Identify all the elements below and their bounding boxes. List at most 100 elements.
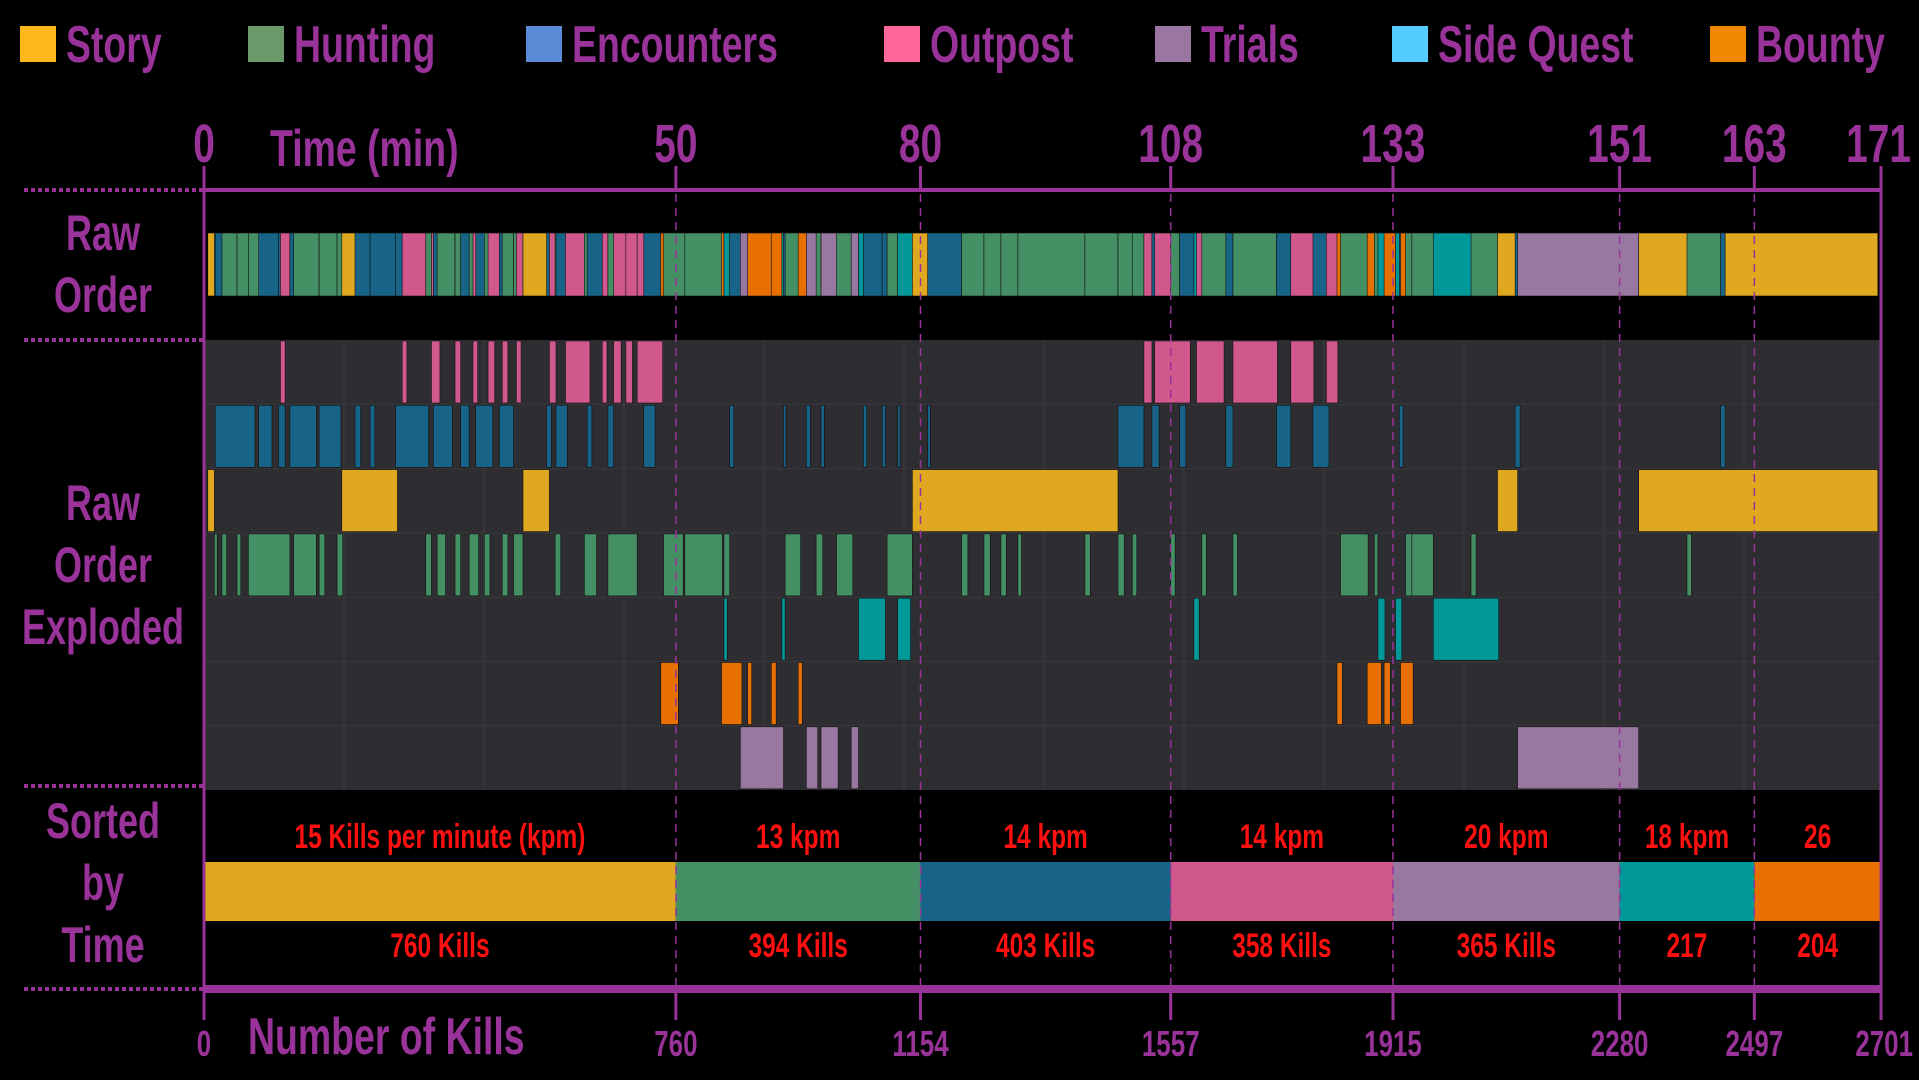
kills-label: 394 Kills (749, 927, 848, 965)
exploded-segment-hunting (983, 533, 991, 597)
exploded-segment-encounters (475, 404, 494, 468)
exploded-segment-outpost (1143, 340, 1153, 404)
raw-segment-hunting (1340, 232, 1369, 297)
exploded-segment-hunting (1000, 533, 1007, 597)
exploded-segment-outpost (601, 340, 608, 404)
sorted-bar-outpost (1170, 862, 1393, 921)
raw-segment-story (207, 232, 215, 297)
raw-segment-bounty (770, 232, 783, 297)
raw-segment-encounters (369, 232, 396, 297)
raw-segment-trials (820, 232, 839, 297)
row-label-exploded: Order (54, 538, 152, 593)
exploded-segment-bounty (747, 662, 753, 725)
raw-segment-encounters (927, 232, 962, 297)
exploded-segment-encounters (369, 404, 376, 468)
exploded-segment-hunting (1117, 533, 1125, 597)
kills-label: 760 Kills (390, 927, 489, 965)
legend-label: Story (66, 15, 162, 74)
top-tick-label: 151 (1587, 113, 1652, 174)
legend-label: Outpost (930, 15, 1073, 74)
exploded-segment-encounters (395, 404, 429, 468)
exploded-segment-side-quest (1395, 597, 1403, 661)
raw-segment-outpost (401, 232, 427, 297)
exploded-segment-outpost (401, 340, 408, 404)
exploded-segment-encounters (1312, 404, 1330, 468)
exploded-segment-hunting (607, 533, 638, 597)
exploded-segment-hunting (1084, 533, 1091, 597)
kpm-label: 15 Kills per minute (kpm) (294, 818, 585, 856)
raw-segment-encounters (460, 232, 470, 297)
raw-segment-outpost (625, 232, 638, 297)
exploded-segment-trials (739, 726, 784, 790)
exploded-segment-encounters (1117, 404, 1145, 468)
exploded-segment-hunting (684, 533, 723, 597)
exploded-segment-encounters (555, 404, 568, 468)
raw-segment-bounty (1383, 232, 1396, 297)
exploded-segment-encounters (258, 404, 273, 468)
exploded-segment-encounters (289, 404, 317, 468)
exploded-segment-side-quest (858, 597, 886, 661)
raw-segment-hunting (1686, 232, 1721, 297)
exploded-segment-hunting (454, 533, 461, 597)
exploded-segment-hunting (961, 533, 969, 597)
raw-segment-hunting (1374, 232, 1379, 297)
exploded-segment-encounters (546, 404, 552, 468)
legend-swatch-5 (1392, 26, 1428, 62)
legend-swatch-1 (248, 26, 284, 62)
exploded-segment-hunting (1232, 533, 1238, 597)
exploded-segment-encounters (278, 404, 286, 468)
raw-segment-hunting (983, 232, 1002, 297)
exploded-segment-hunting (1405, 533, 1413, 597)
raw-segment-encounters (1179, 232, 1195, 297)
exploded-segment-encounters (729, 404, 735, 468)
exploded-segment-hunting (501, 533, 509, 597)
sorted-bar-bounty (1754, 862, 1881, 921)
raw-segment-story (1497, 232, 1518, 297)
bottom-tick-label: 2701 (1855, 1024, 1913, 1064)
top-tick-label: 80 (899, 113, 942, 174)
exploded-segment-hunting (723, 533, 730, 597)
exploded-segment-story (1497, 469, 1518, 532)
raw-segment-outpost (516, 232, 524, 297)
raw-segment-encounters (258, 232, 279, 297)
exploded-segment-encounters (499, 404, 514, 468)
raw-segment-hunting (1470, 232, 1498, 297)
exploded-segment-trials (806, 726, 819, 790)
exploded-segment-hunting (1017, 533, 1022, 597)
exploded-segment-encounters (1398, 404, 1404, 468)
exploded-segment-encounters (215, 404, 256, 468)
exploded-segment-bounty (1366, 662, 1382, 725)
raw-segment-hunting (501, 232, 514, 297)
exploded-segment-hunting (293, 533, 317, 597)
exploded-segment-outpost (1290, 340, 1315, 404)
raw-segment-hunting (836, 232, 854, 297)
exploded-segment-hunting (248, 533, 291, 597)
exploded-segment-story (1638, 469, 1879, 532)
legend-swatch-4 (1155, 26, 1191, 62)
row-label-raw-order: Raw (66, 206, 140, 261)
raw-segment-outpost (1290, 232, 1315, 297)
raw-segment-outpost (487, 232, 500, 297)
exploded-segment-encounters (318, 404, 342, 468)
exploded-segment-outpost (1326, 340, 1339, 404)
exploded-segment-encounters (460, 404, 470, 468)
kpm-label: 26 (1804, 818, 1831, 856)
raw-segment-outpost (1143, 232, 1153, 297)
exploded-segment-hunting (221, 533, 227, 597)
raw-segment-hunting (663, 232, 686, 297)
exploded-segment-hunting (1201, 533, 1207, 597)
bottom-tick-label: 2280 (1591, 1024, 1649, 1064)
raw-segment-hunting (1017, 232, 1086, 297)
raw-segment-trials (1517, 232, 1639, 297)
raw-segment-hunting (1411, 232, 1434, 297)
exploded-segment-bounty (770, 662, 777, 725)
sorted-bar-trials (1392, 862, 1620, 921)
row-label-sorted: by (82, 856, 124, 911)
top-tick-label: 0 (193, 113, 215, 174)
exploded-segment-hunting (1411, 533, 1434, 597)
exploded-segment-encounters (1225, 404, 1234, 468)
exploded-segment-outpost (431, 340, 441, 404)
exploded-segment-trials (850, 726, 859, 790)
raw-segment-encounters (643, 232, 662, 297)
